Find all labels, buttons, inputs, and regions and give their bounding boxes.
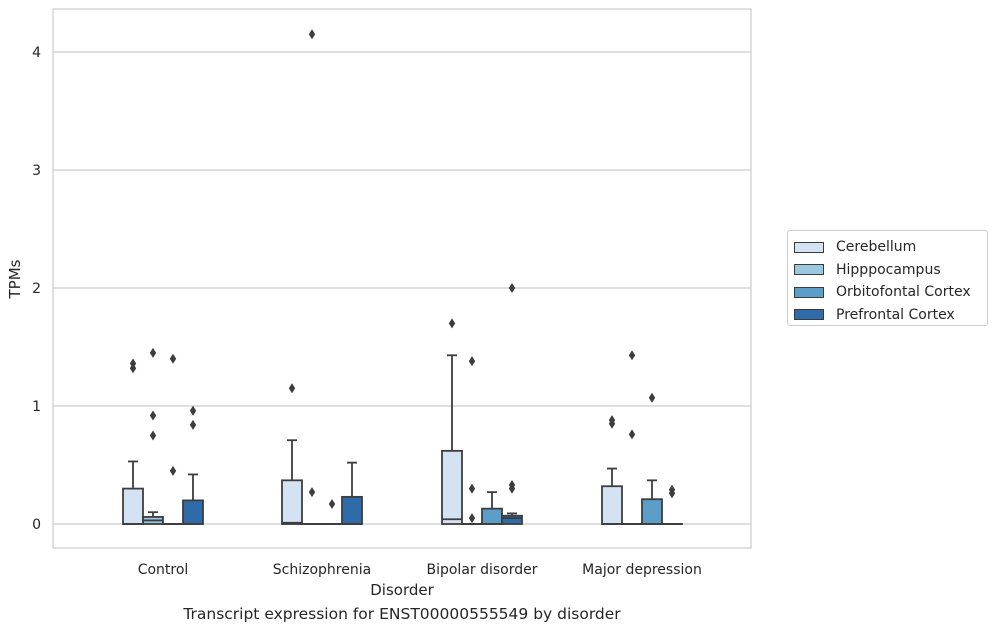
boxes <box>122 29 683 526</box>
legend-swatch <box>794 286 824 298</box>
box-orbitofontal-cortex <box>481 491 503 525</box>
box-cerebellum <box>281 383 303 525</box>
box-cerebellum <box>441 318 463 525</box>
legend-swatch <box>794 309 824 321</box>
x-axis-label: Disorder <box>370 581 434 599</box>
outlier-point <box>468 483 476 494</box>
legend-label: Orbitofontal Cortex <box>836 284 971 301</box>
outlier-point <box>129 358 137 369</box>
legend-label: Hipppocampus <box>836 261 941 278</box>
box-prefrontal-cortex <box>661 484 683 526</box>
y-tick-label: 4 <box>32 45 41 61</box>
plot-frame <box>52 8 752 549</box>
box-body <box>441 449 463 525</box>
legend-item: Hipppocampus <box>794 259 987 282</box>
x-tick-labels: Control Schizophrenia Bipolar disorder Majo… <box>138 562 702 578</box>
box-body <box>122 487 144 525</box>
box-body <box>281 479 303 525</box>
box-hipppocampus <box>621 350 643 526</box>
y-tick-label: 2 <box>32 281 41 297</box>
legend-label: Prefrontal Cortex <box>836 306 955 323</box>
legend-swatch <box>794 264 824 276</box>
y-tick-label: 3 <box>32 163 41 179</box>
x-tick-label: Schizophrenia <box>273 562 371 578</box>
legend-label: Cerebellum <box>836 239 917 256</box>
outlier-point <box>468 513 476 524</box>
box-body <box>481 507 503 525</box>
y-axis-label: TPMs <box>6 259 24 299</box>
outlier-point <box>648 392 656 403</box>
outlier-point <box>189 405 197 416</box>
box-orbitofontal-cortex <box>162 353 184 526</box>
outlier-point <box>468 356 476 367</box>
box-body <box>601 485 623 525</box>
box-orbitofontal-cortex <box>641 392 663 525</box>
outlier-point <box>189 419 197 430</box>
x-tick-label: Bipolar disorder <box>426 562 537 578</box>
outlier-point <box>149 347 157 358</box>
outlier-point <box>149 430 157 441</box>
x-tick-label: Major depression <box>582 562 702 578</box>
gridlines <box>53 51 751 525</box>
box-cerebellum <box>122 358 144 525</box>
outlier-point <box>149 410 157 421</box>
legend-item: Orbitofontal Cortex <box>794 281 987 304</box>
outlier-point <box>288 383 296 394</box>
box-hipppocampus <box>461 356 483 526</box>
outlier-point <box>608 415 616 426</box>
box-body <box>501 514 523 525</box>
outlier-point <box>169 465 177 476</box>
outlier-point <box>508 480 516 491</box>
outlier-point <box>668 484 676 495</box>
x-tick-label: Control <box>138 562 189 578</box>
box-body <box>341 495 363 525</box>
box-prefrontal-cortex <box>501 283 523 525</box>
y-tick-label: 1 <box>32 399 41 415</box>
legend-item: Cerebellum <box>794 236 987 259</box>
outlier-point <box>628 350 636 361</box>
y-tick-label: 0 <box>32 517 41 533</box>
outlier-point <box>308 487 316 498</box>
legend-item: Prefrontal Cortex <box>794 304 987 327</box>
y-tick-labels: 0 1 2 3 4 <box>32 45 41 533</box>
box-hipppocampus <box>301 29 323 526</box>
outlier-point <box>628 429 636 440</box>
legend-swatch <box>794 241 824 253</box>
figure-caption: Transcript expression for ENST0000055554… <box>183 605 621 623</box>
box-prefrontal-cortex <box>341 461 363 525</box>
outlier-point <box>448 318 456 329</box>
box-cerebellum <box>601 415 623 525</box>
box-body <box>641 498 663 525</box>
box-body <box>182 499 204 525</box>
legend: Cerebellum Hipppocampus Orbitofontal Corte… <box>787 230 988 326</box>
outlier-point <box>308 29 316 40</box>
outlier-point <box>508 283 516 293</box>
outlier-point <box>328 498 336 509</box>
box-hipppocampus <box>142 347 164 525</box>
box-orbitofontal-cortex <box>321 498 343 526</box>
box-prefrontal-cortex <box>182 405 204 525</box>
outlier-point <box>169 353 177 364</box>
